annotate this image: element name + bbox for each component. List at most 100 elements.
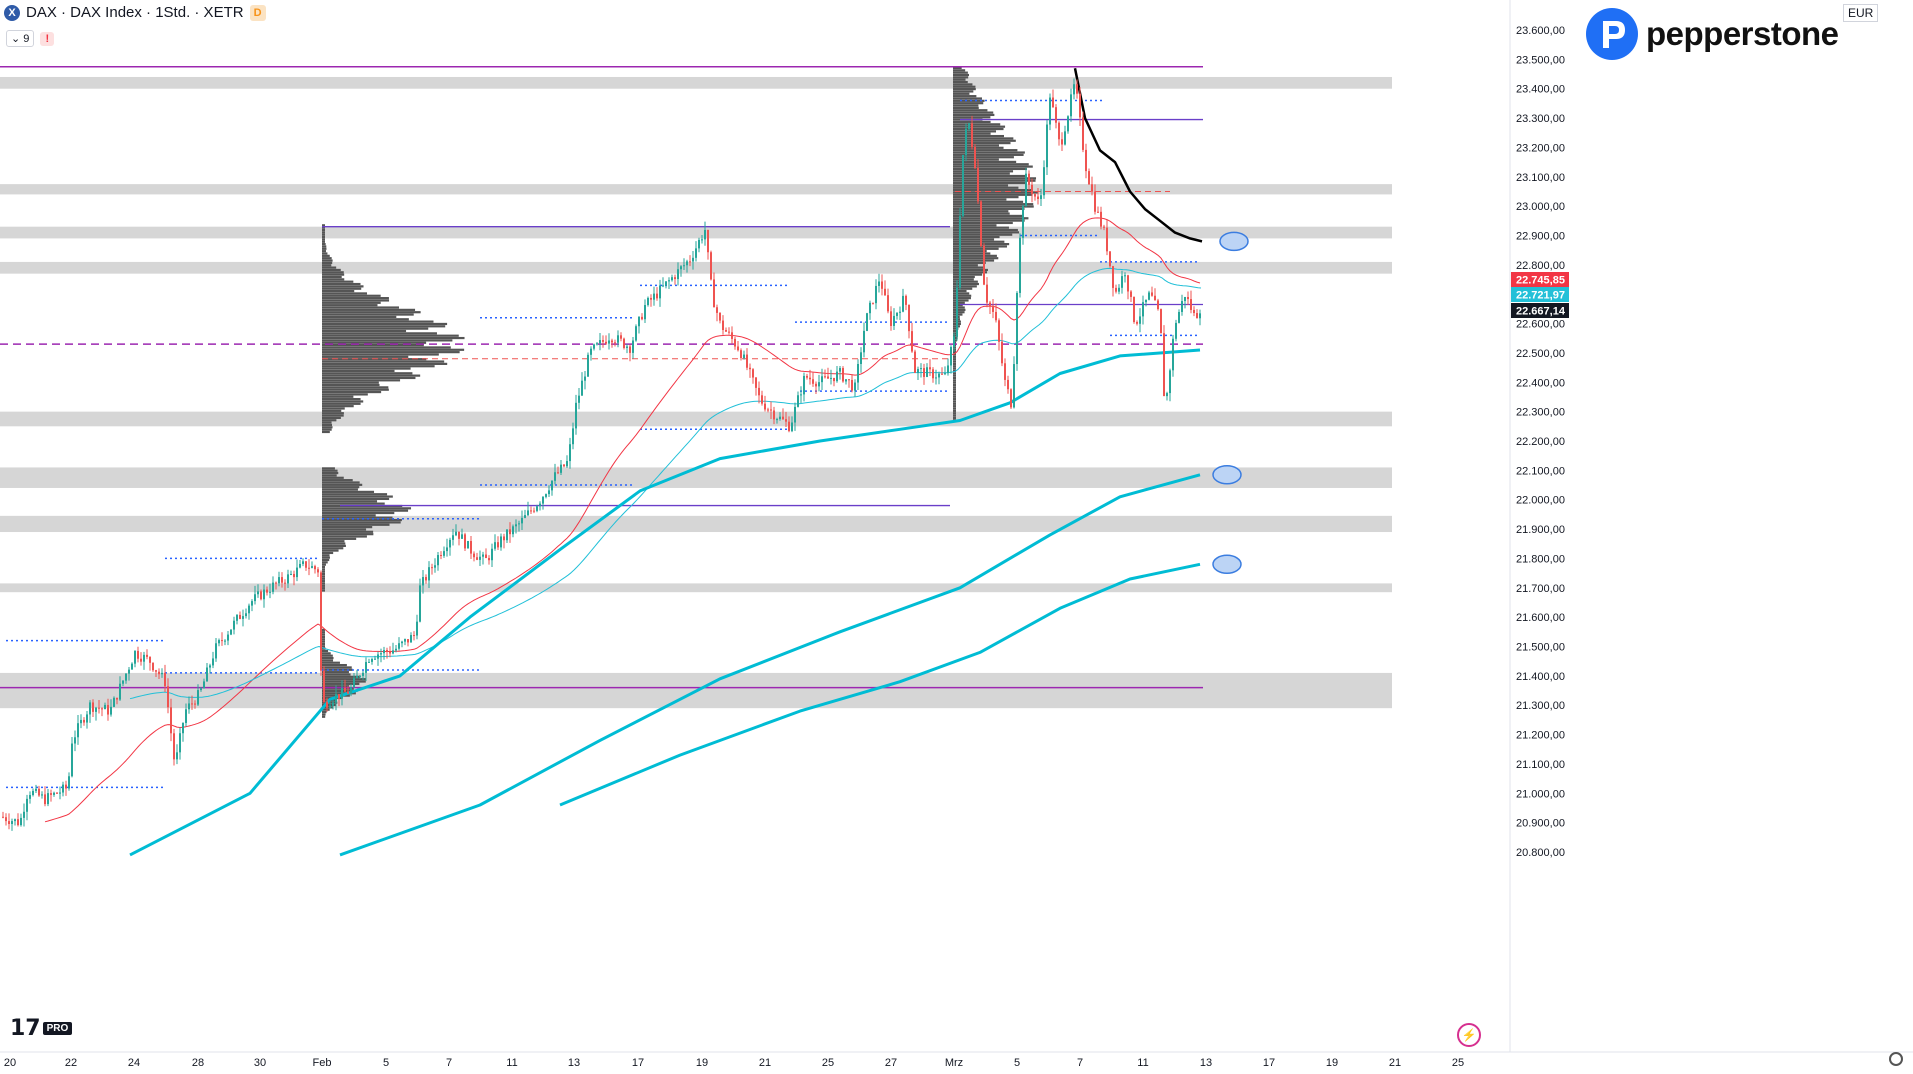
indicators-toggle[interactable]: ⌄ 9 [6, 30, 35, 47]
volume-profile-bar [953, 247, 999, 250]
volume-profile-bar [953, 85, 976, 88]
candle-body [320, 572, 322, 671]
volume-profile-bar [322, 483, 363, 486]
gear-icon[interactable] [1889, 1052, 1903, 1066]
volume-profile-bar [953, 184, 1009, 187]
volume-profile-bar [953, 200, 1024, 203]
volume-profile-bar [953, 235, 1000, 239]
volume-profile-bar [953, 353, 956, 356]
target-marker[interactable] [1219, 231, 1249, 252]
volume-profile-bar [953, 268, 988, 272]
volume-profile-bar [322, 692, 356, 695]
volume-profile-bar [953, 92, 970, 95]
warning-icon[interactable]: ! [40, 31, 55, 46]
candle-body [953, 336, 955, 347]
volume-profile-bar [953, 170, 1014, 173]
symbol-icon: X [4, 4, 20, 21]
candle-body [788, 421, 790, 432]
candle-body [605, 341, 607, 344]
sr-zone [0, 515, 1392, 533]
volume-profile-bar [322, 346, 451, 349]
price-label-box [1511, 303, 1569, 318]
candle-body [239, 614, 241, 619]
sr-zone [0, 261, 1392, 274]
candle-body [380, 653, 382, 655]
volume-profile-bar [322, 689, 358, 693]
candle-body [707, 229, 709, 253]
candle-body [1160, 309, 1162, 334]
candle-body [740, 350, 742, 359]
candle-body [1061, 139, 1063, 145]
candle-body [767, 409, 769, 411]
volume-profile-bar [322, 561, 328, 564]
candle-body [725, 330, 727, 332]
volume-profile-bar [953, 285, 977, 288]
candle-body [926, 367, 928, 377]
volume-profile-bar [322, 710, 327, 714]
candle-body [23, 811, 25, 818]
candle-body [107, 704, 109, 715]
tradingview-badge[interactable]: 17 PRO [10, 1016, 73, 1041]
volume-profile-bar [322, 523, 390, 526]
candle-body [1109, 251, 1111, 267]
candle-body [680, 266, 682, 270]
currency-label[interactable]: EUR [1843, 4, 1879, 22]
candle-body [560, 464, 562, 473]
candle-body [1163, 333, 1165, 397]
candle-body [983, 245, 985, 285]
candle-body [422, 577, 424, 586]
candle-body [1028, 173, 1030, 185]
candle-body [803, 375, 805, 395]
x-axis-tick: 19 [696, 1057, 708, 1069]
x-axis-tick: 17 [632, 1057, 644, 1069]
candle-body [290, 573, 292, 575]
candle-body [692, 257, 694, 262]
y-axis-tick: 22.300,00 [1516, 407, 1565, 419]
volume-profile-bar [322, 339, 453, 342]
target-marker[interactable] [1212, 465, 1242, 485]
candle-body [521, 517, 523, 524]
candle-body [623, 338, 625, 348]
candle-body [737, 346, 739, 351]
volume-profile-bar [953, 139, 1016, 142]
candle-body [905, 295, 907, 305]
volume-profile-bar [322, 235, 325, 239]
volume-profile-bar [953, 97, 982, 100]
sr-zone [0, 583, 1392, 593]
candle-body [761, 395, 763, 404]
candle-body [242, 616, 244, 619]
candle-body [614, 342, 616, 344]
candle-body [488, 558, 490, 561]
delay-badge[interactable]: D [249, 4, 266, 21]
candle-body [1103, 226, 1105, 228]
candle-body [746, 354, 748, 368]
y-axis-tick: 23.400,00 [1516, 84, 1565, 96]
candle-body [659, 285, 661, 299]
candle-body [557, 472, 559, 474]
x-axis-tick: 11 [1137, 1057, 1148, 1069]
symbol-header[interactable]: X DAX · DAX Index · 1Std. · XETR D [4, 4, 266, 21]
candle-body [878, 281, 880, 286]
candle-body [797, 395, 799, 407]
candle-body [83, 719, 85, 723]
candle-body [29, 795, 31, 799]
candle-body [1016, 292, 1018, 365]
lightning-icon[interactable]: ⚡ [1457, 1023, 1481, 1047]
volume-profile-bar [322, 467, 335, 470]
candle-body [158, 671, 160, 675]
symbol-title[interactable]: DAX · DAX Index · 1Std. · XETR [26, 4, 244, 21]
candle-body [71, 743, 73, 777]
volume-profile-bar [953, 78, 966, 81]
volume-profile-bar [953, 273, 983, 276]
ema-fast-line [44, 217, 1201, 823]
y-axis-tick: 22.000,00 [1516, 495, 1565, 507]
candle-body [374, 658, 376, 660]
candle-body [566, 461, 568, 467]
price-label: 22.721,97 [1516, 290, 1565, 302]
target-marker[interactable] [1212, 554, 1242, 575]
ema-500-line [339, 473, 1201, 857]
volume-profile-bar [322, 416, 341, 420]
candle-body [86, 714, 88, 723]
candle-body [212, 658, 214, 666]
